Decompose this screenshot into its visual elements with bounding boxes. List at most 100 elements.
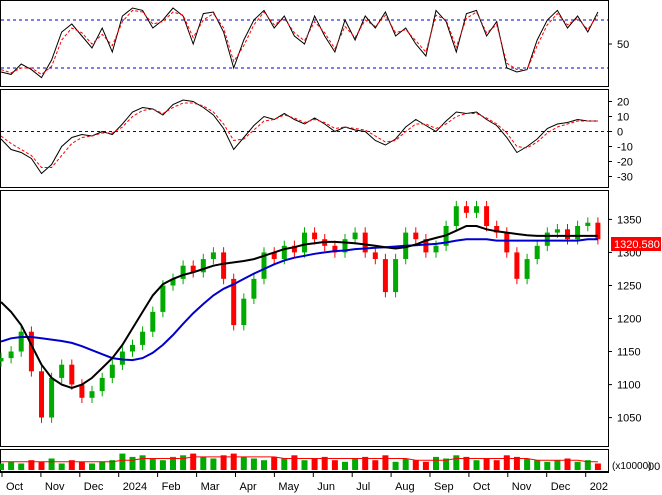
volume-bar bbox=[250, 458, 257, 470]
candle-body bbox=[109, 364, 115, 378]
x-tick-label: 202 bbox=[590, 481, 608, 493]
volume-bar bbox=[180, 455, 187, 470]
candle-body bbox=[69, 364, 75, 385]
volume-bar bbox=[443, 458, 450, 470]
y-tick-label: 10 bbox=[617, 112, 629, 124]
stochastic-d-line bbox=[0, 9, 599, 76]
volume-bar bbox=[210, 458, 217, 470]
y-tick-label: 1100 bbox=[617, 380, 641, 392]
candle-body bbox=[0, 358, 4, 362]
candle-body bbox=[8, 351, 14, 359]
volume-bar bbox=[68, 460, 75, 470]
stochastic-layer: 50 bbox=[0, 7, 629, 79]
candle-body bbox=[140, 331, 146, 345]
volume-bar bbox=[584, 460, 591, 470]
candle-body bbox=[170, 278, 176, 286]
y-tick-label: 20 bbox=[617, 97, 629, 109]
x-tick-label: Aug bbox=[395, 481, 415, 493]
volume-bar bbox=[271, 456, 278, 470]
candle-body bbox=[352, 232, 358, 240]
candle-body bbox=[534, 245, 540, 259]
ma-long-line bbox=[0, 238, 598, 362]
y-tick-label: 1200 bbox=[617, 314, 641, 326]
volume-bar bbox=[463, 456, 470, 470]
y-tick-label: -10 bbox=[617, 142, 633, 154]
x-tick-label: Jul bbox=[356, 481, 370, 493]
volume-bar bbox=[372, 460, 379, 470]
volume-bar bbox=[534, 460, 541, 470]
volume-bar bbox=[170, 456, 176, 470]
volume-bar bbox=[554, 460, 561, 470]
candle-body bbox=[312, 232, 318, 240]
volume-bar bbox=[453, 455, 460, 470]
candle-body bbox=[433, 245, 439, 253]
volume-bar bbox=[301, 460, 308, 470]
x-tick-label: Nov bbox=[512, 481, 532, 493]
volume-bar bbox=[89, 463, 95, 470]
x-axis: Oct Nov Dec 2024 Feb Mar Apr May Jun Jul Aug Sep Oct… bbox=[1, 472, 608, 493]
volume-bar bbox=[149, 458, 156, 470]
candle-body bbox=[585, 222, 591, 226]
volume-bar bbox=[58, 463, 65, 470]
volume-bar bbox=[402, 458, 409, 470]
volume-bar bbox=[200, 456, 207, 470]
volume-bar bbox=[220, 455, 227, 470]
candle-body bbox=[18, 331, 24, 352]
candle-body bbox=[514, 252, 520, 279]
volume-bar bbox=[513, 456, 520, 470]
volume-bar bbox=[473, 460, 480, 470]
candle-body bbox=[413, 232, 419, 240]
candle-body bbox=[119, 351, 125, 365]
volume-bar bbox=[78, 461, 85, 470]
candle-body bbox=[89, 391, 95, 398]
candle-body bbox=[28, 331, 34, 372]
x-tick-label: Feb bbox=[162, 481, 181, 493]
volume-bar bbox=[433, 456, 439, 470]
candle-body bbox=[190, 265, 196, 273]
volume-bar bbox=[18, 463, 25, 470]
candle-body bbox=[504, 232, 510, 253]
candle-body bbox=[524, 259, 530, 279]
candle-body bbox=[160, 285, 166, 312]
candle-body bbox=[382, 259, 388, 293]
volume-unit-label: (x10000) bbox=[612, 461, 651, 472]
volume-bar bbox=[412, 460, 419, 470]
candle-body bbox=[39, 371, 44, 418]
volume-bar bbox=[109, 460, 116, 470]
macd-layer: 20 10 0 -10 -20 -30 bbox=[0, 97, 633, 184]
x-tick-label: Sep bbox=[434, 481, 454, 493]
volume-bar bbox=[493, 460, 500, 470]
candle-body bbox=[565, 229, 570, 240]
candle-body bbox=[291, 245, 297, 253]
x-tick-label: Dec bbox=[551, 481, 571, 493]
candle-body bbox=[231, 278, 237, 326]
y-tick-label: 1050 bbox=[617, 413, 641, 425]
candle-body bbox=[150, 311, 156, 332]
volume-bar bbox=[544, 461, 551, 470]
x-tick-label: Apr bbox=[240, 481, 257, 493]
volume-bar bbox=[119, 453, 126, 470]
volume-bar bbox=[240, 456, 247, 470]
volume-bar bbox=[362, 456, 369, 470]
volume-bar bbox=[38, 461, 45, 470]
y-tick-label: -30 bbox=[617, 172, 633, 184]
x-tick-label: May bbox=[278, 481, 299, 493]
volume-bar bbox=[48, 458, 55, 470]
candle-body bbox=[494, 226, 500, 233]
x-tick-label: Oct bbox=[6, 481, 23, 493]
volume-bar bbox=[129, 456, 136, 470]
volume-bar bbox=[0, 463, 4, 470]
y-tick-label: 1250 bbox=[617, 281, 641, 293]
candle-body bbox=[281, 245, 287, 259]
x-tick-label: Nov bbox=[45, 481, 65, 493]
volume-bar bbox=[524, 458, 531, 470]
x-tick-label: Jun bbox=[317, 481, 335, 493]
volume-bar bbox=[190, 453, 197, 470]
volume-bar bbox=[8, 461, 15, 470]
candle-body bbox=[393, 259, 399, 293]
volume-bar bbox=[159, 460, 166, 470]
macd-panel bbox=[0, 89, 609, 188]
volume-bar bbox=[503, 455, 510, 470]
y-tick-label: 1350 bbox=[617, 214, 641, 226]
candle-body bbox=[59, 364, 65, 378]
